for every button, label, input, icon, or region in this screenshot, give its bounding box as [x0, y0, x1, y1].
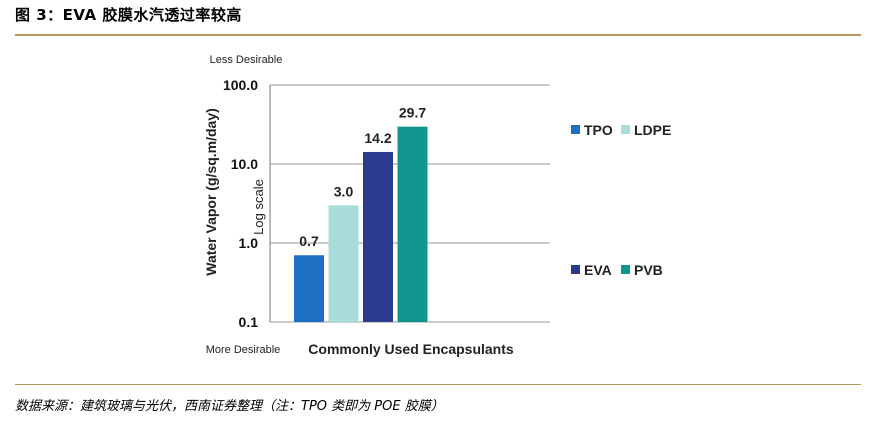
legend-label: LDPE — [634, 122, 671, 138]
bar-eva — [363, 151, 393, 322]
legend: TPO LDPE EVA PVB — [571, 122, 671, 278]
value-label: 0.7 — [299, 233, 319, 249]
bottom-annotation: More Desirable — [206, 344, 281, 356]
legend-swatch — [571, 265, 580, 274]
bottom-rule — [15, 384, 861, 385]
legend-label: PVB — [634, 262, 663, 278]
value-labels: 0.7 3.0 14.2 29.7 — [299, 105, 426, 250]
top-annotation: Less Desirable — [210, 54, 283, 66]
bar-pvb — [397, 126, 428, 322]
y-tick-label: 1.0 — [239, 235, 259, 251]
bars — [294, 126, 428, 322]
value-label: 29.7 — [399, 105, 426, 121]
top-rule — [15, 34, 861, 36]
x-axis-title: Commonly Used Encapsulants — [308, 341, 514, 357]
scale-label: Log scale — [251, 179, 266, 235]
figure-source: 数据来源：建筑玻璃与光伏，西南证券整理（注：TPO 类即为 POE 胶膜） — [15, 399, 444, 414]
value-label: 14.2 — [364, 130, 391, 146]
legend-label: EVA — [584, 262, 612, 278]
y-tick-label: 0.1 — [239, 314, 259, 330]
legend-swatch — [571, 125, 580, 134]
y-tick-label: 10.0 — [231, 156, 258, 172]
legend-label: TPO — [584, 122, 613, 138]
y-axis-title: Water Vapor (g/sq.m/day) — [203, 108, 219, 276]
legend-swatch — [621, 125, 630, 134]
y-tick-labels: 100.0 10.0 1.0 0.1 — [223, 77, 258, 330]
figure-title: 图 3：EVA 胶膜水汽透过率较高 — [15, 6, 242, 24]
y-tick-label: 100.0 — [223, 77, 258, 93]
bar-tpo — [294, 255, 324, 322]
value-label: 3.0 — [334, 183, 354, 199]
legend-swatch — [621, 265, 630, 274]
bar-ldpe — [328, 205, 359, 322]
